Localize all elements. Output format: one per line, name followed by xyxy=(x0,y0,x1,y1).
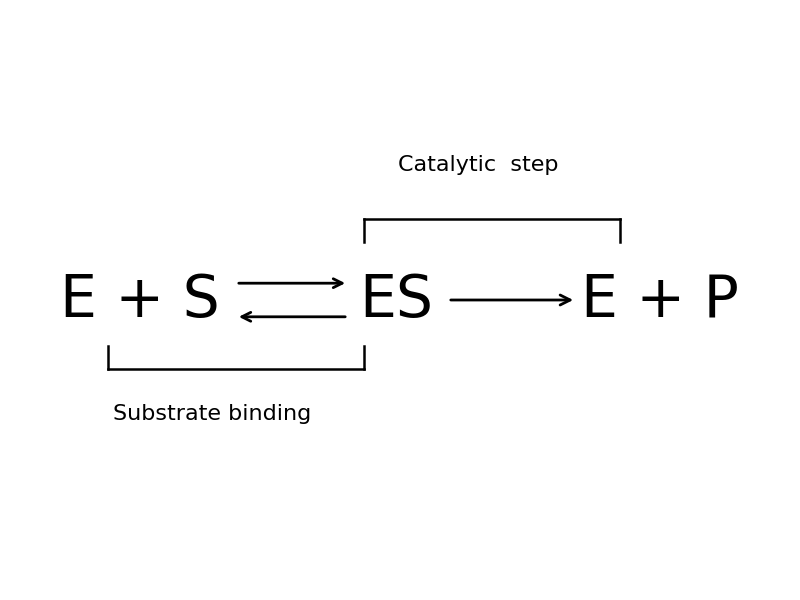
Text: Substrate binding: Substrate binding xyxy=(113,404,311,424)
Text: Catalytic  step: Catalytic step xyxy=(398,155,558,175)
Text: E + S: E + S xyxy=(60,271,220,329)
Text: ES: ES xyxy=(359,271,433,329)
Text: E + P: E + P xyxy=(581,271,739,329)
